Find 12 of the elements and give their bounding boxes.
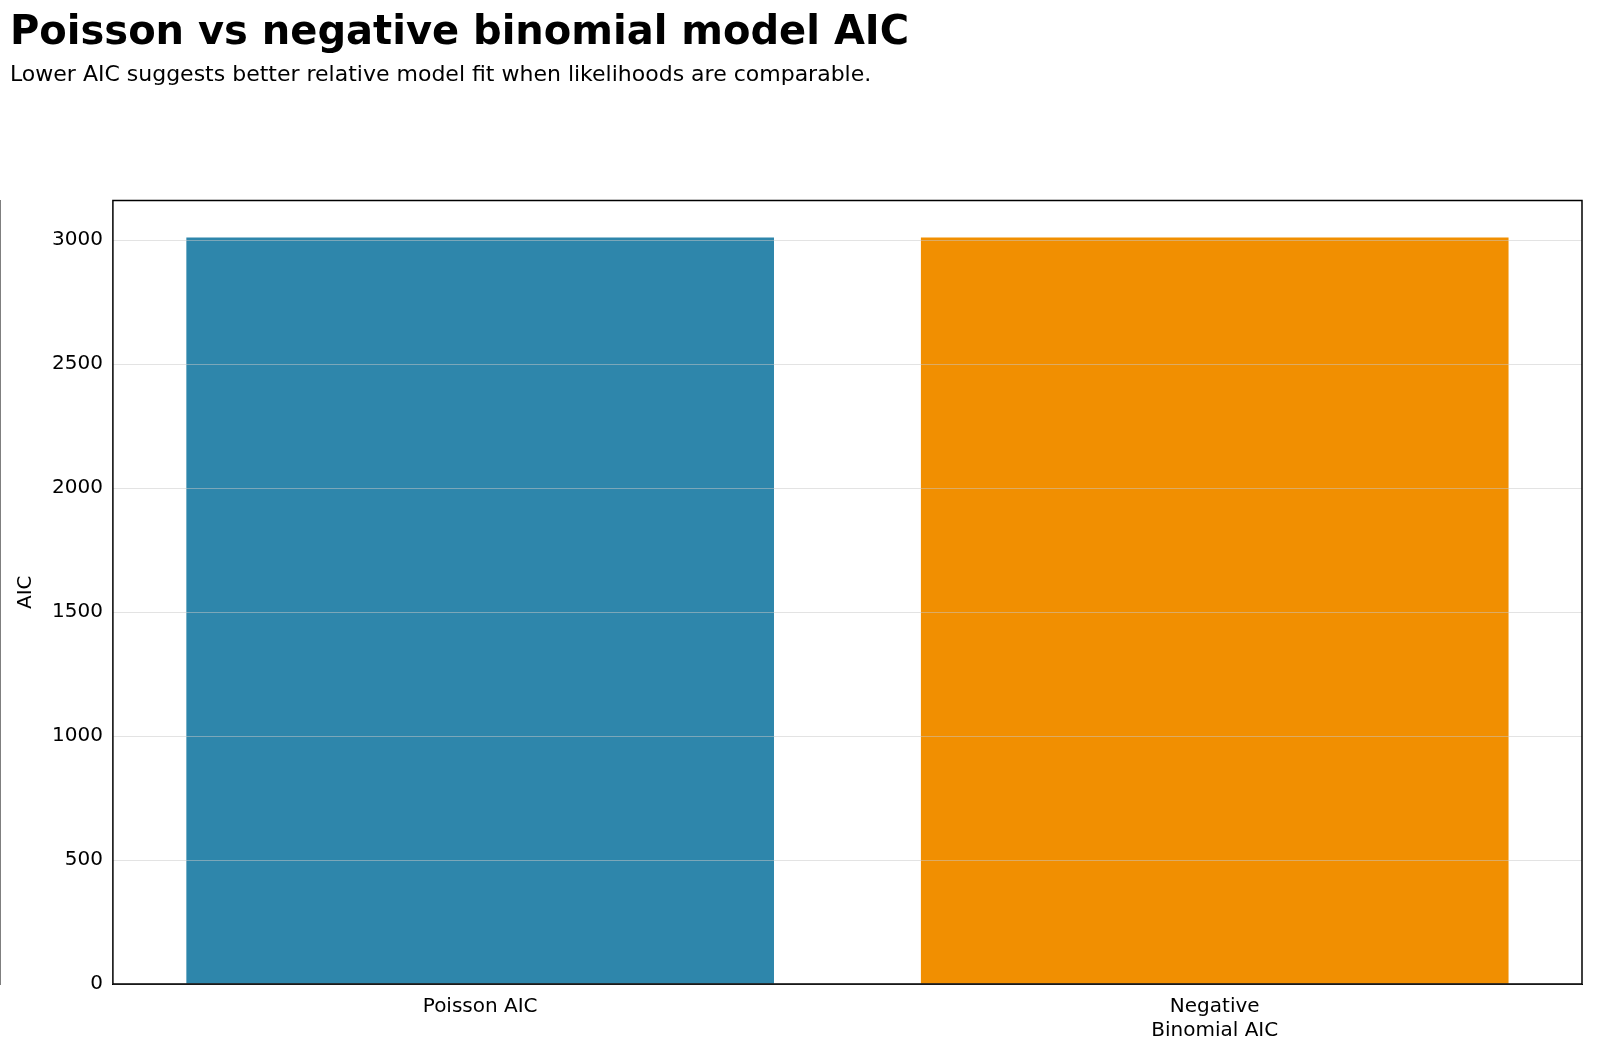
y-tick-label: 2500 (51, 350, 103, 375)
y-tick-label: 1000 (51, 722, 103, 747)
y-tick-label: 2000 (51, 474, 103, 499)
chart-subtitle: Lower AIC suggests better relative model fit when likelihoods are comparable. (10, 60, 872, 86)
y-tick-label: 0 (90, 970, 103, 995)
y-axis-title: AIC (12, 575, 37, 609)
y-tick-label: 500 (64, 846, 103, 871)
x-tick-label: Negative Binomial AIC (1151, 993, 1279, 1042)
y-tick-label: 3000 (51, 226, 103, 251)
y-tick-label: 1500 (51, 598, 103, 623)
x-tick-label: Poisson AIC (422, 993, 538, 1018)
chart-title: Poisson vs negative binomial model AIC (10, 7, 910, 54)
